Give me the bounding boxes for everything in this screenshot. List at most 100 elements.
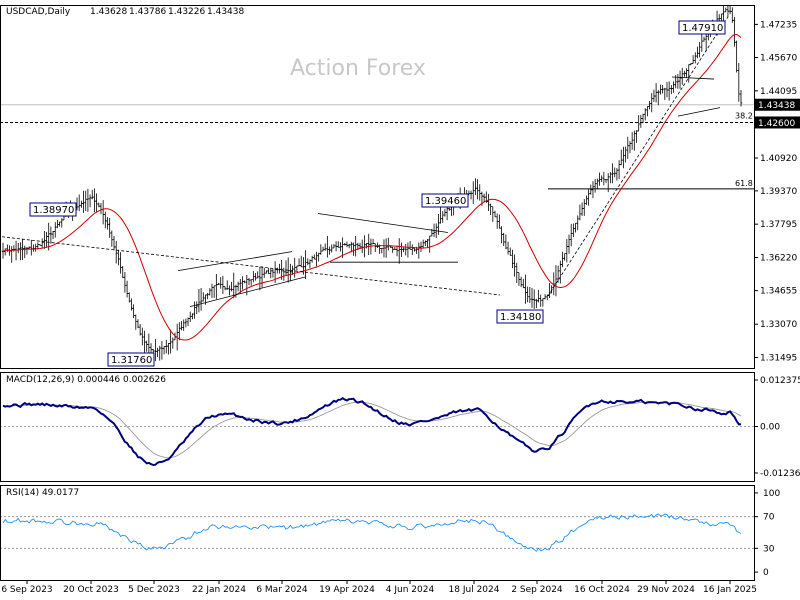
annotation-box: 1.39460 — [421, 193, 469, 208]
rsi-panel-title: RSI(14) 49.0177 — [6, 488, 79, 498]
ohlc-bar — [184, 318, 188, 328]
ohlc-bar — [19, 242, 22, 261]
ohlc-bar — [158, 345, 161, 361]
ohlc-bar — [472, 181, 475, 204]
ohlc-bar — [254, 272, 257, 281]
ohlc-bar — [637, 115, 640, 132]
channel-lower — [189, 276, 306, 308]
ohlc-bar — [609, 172, 612, 184]
ohlc-bar — [271, 268, 275, 278]
ohlc-bar — [252, 271, 255, 283]
ohlc-bar — [191, 313, 194, 320]
ohlc-bar — [515, 262, 518, 284]
ohlc-bar — [328, 246, 331, 255]
price-y-tick-label: 1.47235 — [760, 20, 797, 30]
ohlc-bar — [310, 255, 314, 263]
ohlc-bar — [532, 289, 536, 309]
ohlc-bar — [517, 272, 521, 286]
rsi-line — [2, 513, 742, 552]
ohlc-bar — [633, 130, 636, 151]
ohlc-bar — [300, 255, 303, 268]
ohlc-bar — [404, 243, 407, 256]
ohlc-bar — [154, 338, 157, 362]
ohlc-bar — [212, 285, 216, 298]
x-tick-label: 18 Jul 2024 — [449, 585, 500, 595]
ohlc-bar — [406, 242, 410, 258]
ohlc-bar — [206, 292, 209, 300]
ohlc-bar — [110, 230, 114, 247]
ohlc-bar — [371, 238, 375, 245]
flag-lower — [677, 107, 721, 117]
ohlc-bar — [165, 339, 168, 354]
ohlc-bar — [691, 55, 695, 64]
price-y-tick-label: 1.44095 — [760, 87, 797, 97]
ohlc-bar — [249, 279, 253, 286]
ohlc-bar — [591, 181, 595, 199]
annotation-box: 1.47910 — [678, 20, 726, 35]
ohlc-bar — [115, 240, 118, 264]
panel-frame — [0, 5, 755, 369]
ohlc-bar — [143, 330, 146, 354]
ohlc-bar — [661, 84, 664, 94]
ohlc-bar — [374, 243, 377, 252]
ohlc-bar — [448, 207, 451, 211]
ohlc-bar — [123, 271, 127, 293]
x-tick-label: 6 Sep 2023 — [1, 585, 52, 595]
ohlc-bar — [615, 168, 619, 181]
ohlc-bar — [513, 254, 516, 277]
ohlc-bar — [352, 242, 355, 256]
ohlc-bar — [382, 239, 386, 258]
ohlc-bar — [657, 90, 660, 106]
ohlc-bar — [511, 249, 514, 269]
ohlc-bar — [313, 254, 316, 260]
ohlc-bar — [130, 298, 133, 311]
ohlc-bar — [363, 235, 366, 258]
ohlc-bar — [737, 62, 741, 102]
ohlc-bar — [236, 281, 240, 292]
ohlc-bar — [578, 204, 582, 221]
ohlc-bar — [295, 265, 299, 271]
ohlc-bar — [565, 239, 569, 263]
ohlc-bar — [437, 213, 440, 235]
ohlc-bar — [622, 146, 625, 169]
current-price-tag-label: 1.43438 — [758, 101, 795, 111]
price-y-tick-label: 1.36220 — [760, 254, 797, 264]
ohlc-bar — [278, 263, 281, 274]
rsi-y-tick-label: 70 — [763, 513, 775, 523]
ohlc-bar — [646, 106, 649, 117]
ohlc-bar — [367, 233, 370, 255]
ohlc-bar — [306, 258, 309, 266]
ohlc-bar — [526, 286, 529, 303]
ohlc-bar — [613, 167, 616, 178]
ohlc-bar — [550, 285, 553, 294]
ohlc-bar — [217, 283, 220, 286]
ohlc-bar — [598, 172, 601, 186]
price-y-tick-label: 1.37795 — [760, 220, 797, 230]
ohlc-bar — [197, 289, 201, 313]
ohlc-bar — [334, 241, 338, 252]
ohlc-bar — [193, 301, 196, 319]
ohlc-bar — [654, 83, 658, 103]
ohlc-bar — [530, 288, 534, 308]
ohlc-bar — [583, 199, 586, 216]
ohlc-bar — [593, 178, 597, 193]
current-price-tag: 1.43438 — [754, 98, 800, 111]
ohlc-bar — [489, 203, 492, 215]
ohlc-bar — [221, 275, 225, 294]
ohlc-bar — [589, 184, 592, 195]
ohlc-high: 1.43786 — [129, 7, 166, 17]
ohlc-bar — [125, 280, 129, 298]
ohlc-bar — [567, 234, 571, 254]
price-y-tick-label: 1.45670 — [760, 53, 797, 63]
ohlc-bar — [337, 241, 340, 248]
x-tick-label: 29 Nov 2024 — [637, 585, 695, 595]
x-tick-label: 16 Jan 2025 — [703, 585, 757, 595]
ohlc-bar — [491, 206, 495, 222]
panel-frame — [0, 372, 755, 482]
ohlc-bar — [528, 286, 532, 303]
ohlc-bar — [134, 314, 137, 330]
ohlc-bar — [554, 265, 558, 297]
ohlc-bar — [678, 70, 682, 89]
ohlc-bar — [539, 294, 542, 307]
